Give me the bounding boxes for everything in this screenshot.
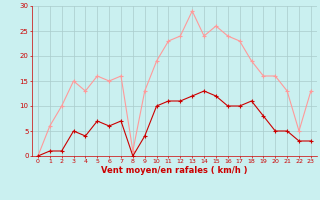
X-axis label: Vent moyen/en rafales ( km/h ): Vent moyen/en rafales ( km/h ): [101, 166, 248, 175]
